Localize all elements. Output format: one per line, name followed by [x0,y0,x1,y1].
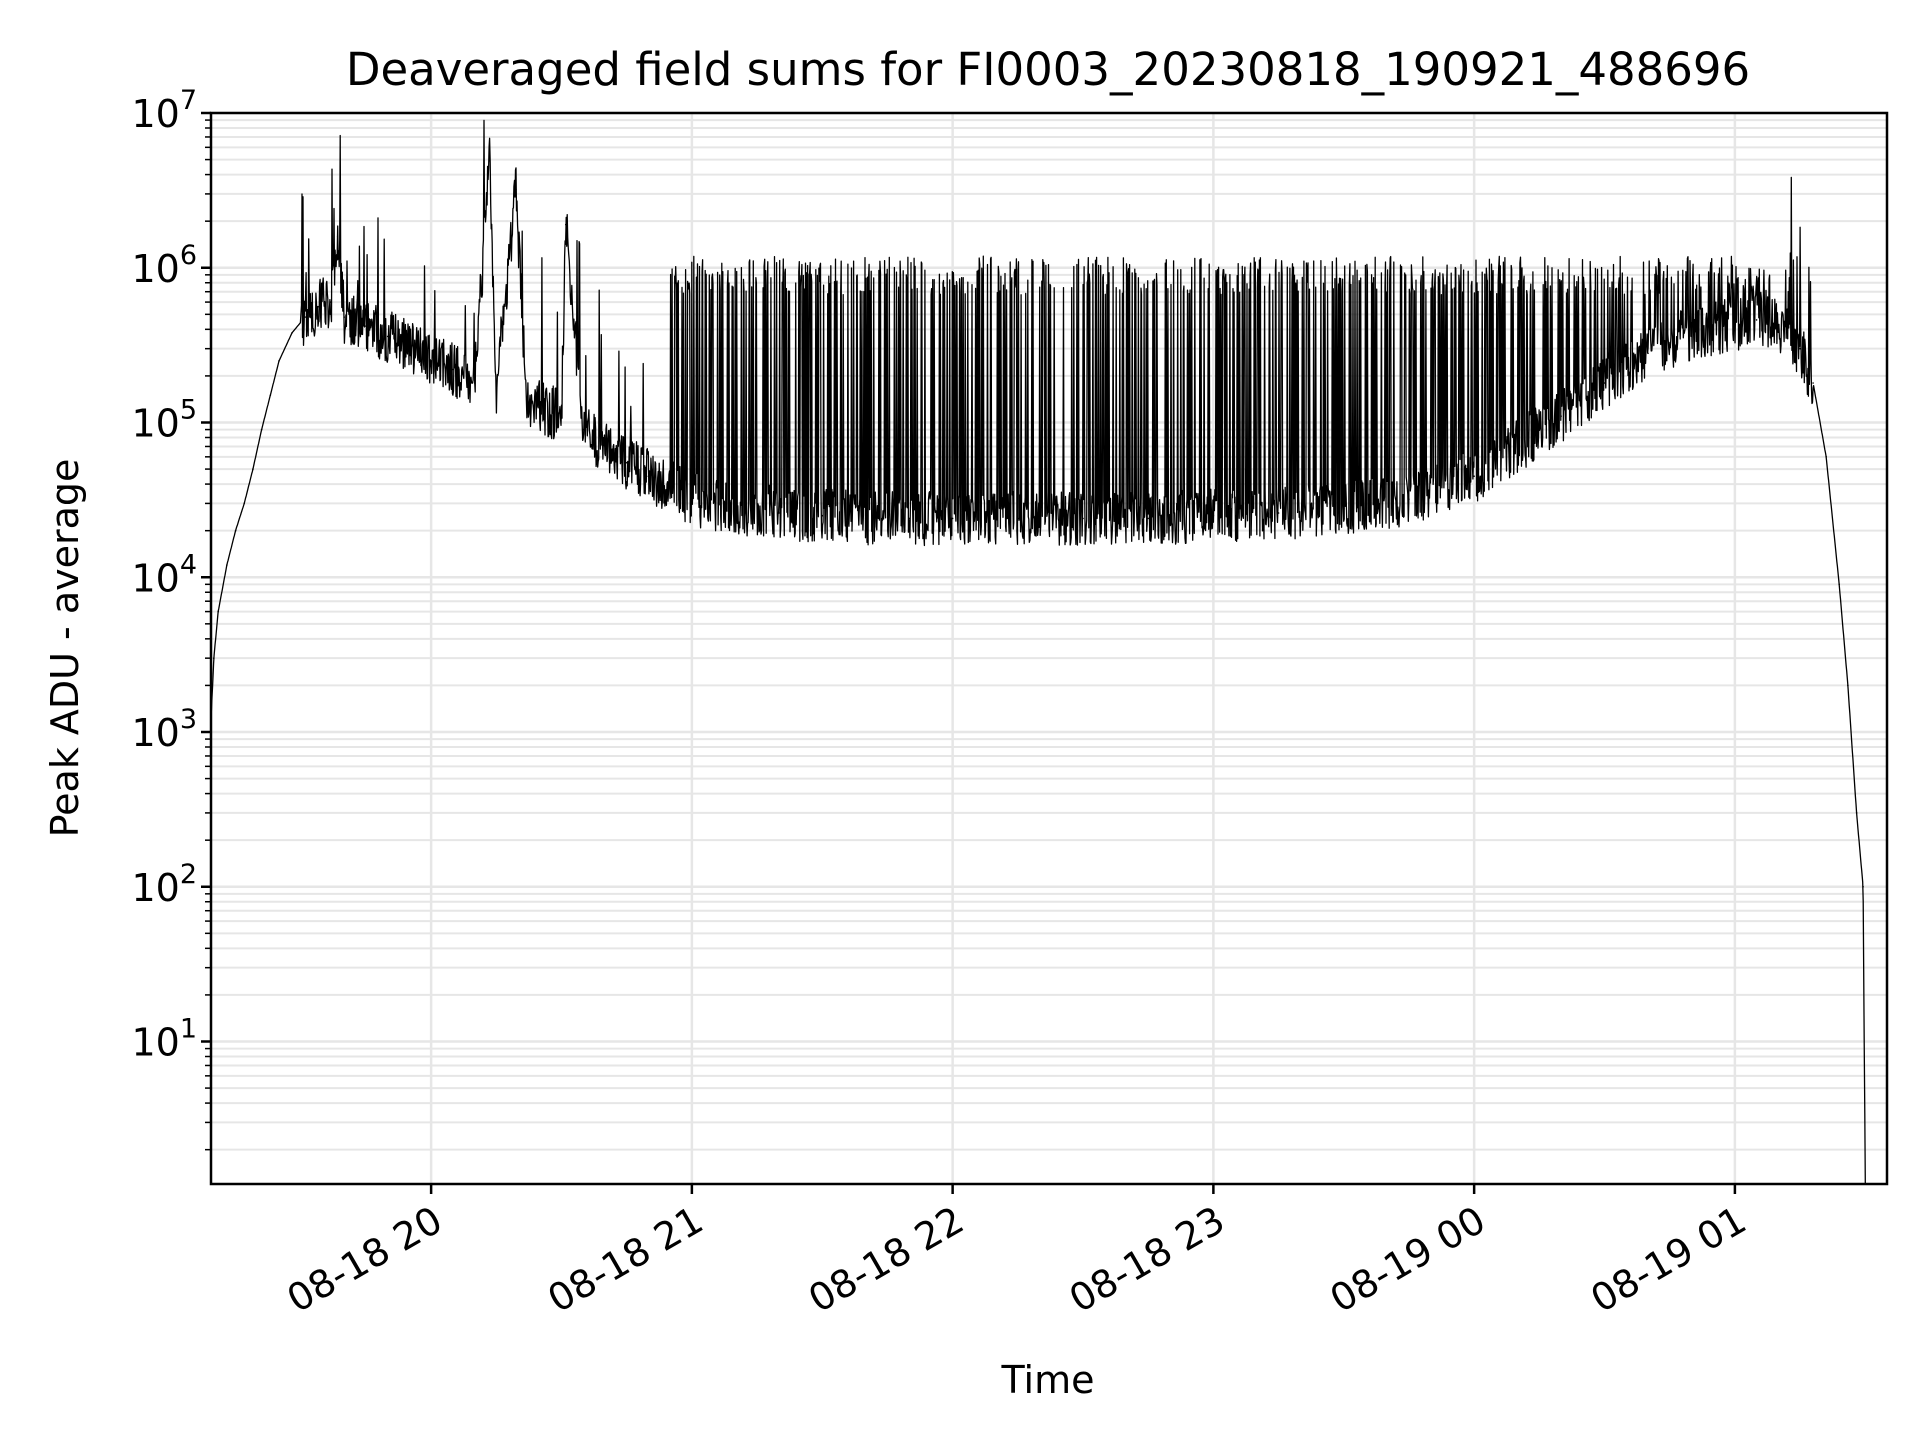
data-point [1082,517,1084,520]
data-point [669,486,671,489]
data-point [1560,415,1562,417]
data-point [1825,456,1827,458]
data-point [243,502,245,505]
data-point [317,305,319,308]
y-axis-label: Peak ADU - average [43,459,87,838]
data-point [778,512,780,514]
data-point [1408,498,1410,500]
data-point [269,394,272,397]
data-point [386,335,389,338]
data-point [734,507,737,509]
y-tick-label: 106 [131,240,197,291]
data-point [560,415,563,417]
data-point [260,428,263,431]
data-point [821,514,824,517]
data-point [226,564,228,566]
data-point [1017,517,1019,520]
series-line [210,119,1866,1185]
data-point [1647,352,1649,355]
data-point [525,399,528,401]
data-point [691,498,693,500]
data-point [252,468,254,470]
data-point [1734,323,1736,326]
data-point [515,188,517,191]
data-point [343,316,346,318]
data-point [565,223,567,226]
data-point [365,325,367,327]
data-point [1516,445,1519,448]
data-point [291,332,293,334]
data-point [1343,507,1345,509]
y-tick-label: 107 [131,85,197,136]
data-point [1755,319,1758,321]
y-tick-label: 105 [131,395,197,446]
data-point [330,301,333,303]
data-point [430,360,432,362]
plot-area [210,119,1867,1185]
data-point [1855,812,1858,814]
data-point [234,529,237,532]
data-point [213,657,215,659]
data-point [647,475,650,478]
data-point [582,428,584,431]
data-point [1212,514,1215,517]
data-point [1862,886,1864,888]
data-point [217,610,219,613]
data-point [864,517,867,520]
data-point [908,517,910,520]
plot-frame [209,111,1889,1186]
data-point [1799,347,1801,350]
y-tick-label: 101 [131,1014,197,1065]
data-point [495,390,498,392]
data-point [278,360,280,362]
y-tick-label: 102 [131,859,197,910]
y-tick-label: 103 [131,704,197,755]
data-point [336,235,339,237]
data-point [473,382,476,384]
data-point [604,445,606,448]
data-point [1812,382,1814,384]
x-axis-label: Time [1001,1358,1095,1402]
data-point [1847,684,1849,687]
data-point [489,160,491,162]
data-point [1777,325,1780,327]
y-tick-label: 104 [131,549,197,600]
data-point [1473,475,1475,478]
data-point [1838,583,1840,586]
chart-title: Deaveraged field sums for FI0003_2023081… [346,43,1750,96]
y-axis: 101 102 103 104 105 106 107 [131,85,211,1151]
data-point [1277,512,1280,514]
data-point [304,316,306,318]
data-point [1147,517,1149,520]
data-point [408,343,411,346]
data-point [1690,332,1693,334]
data-point [951,517,954,520]
data-point [625,461,628,464]
data-point [1603,382,1606,384]
data-point [452,368,454,371]
